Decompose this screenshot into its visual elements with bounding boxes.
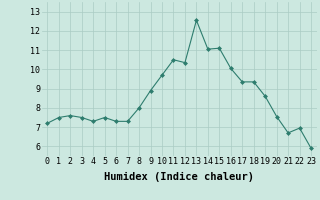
X-axis label: Humidex (Indice chaleur): Humidex (Indice chaleur)	[104, 172, 254, 182]
